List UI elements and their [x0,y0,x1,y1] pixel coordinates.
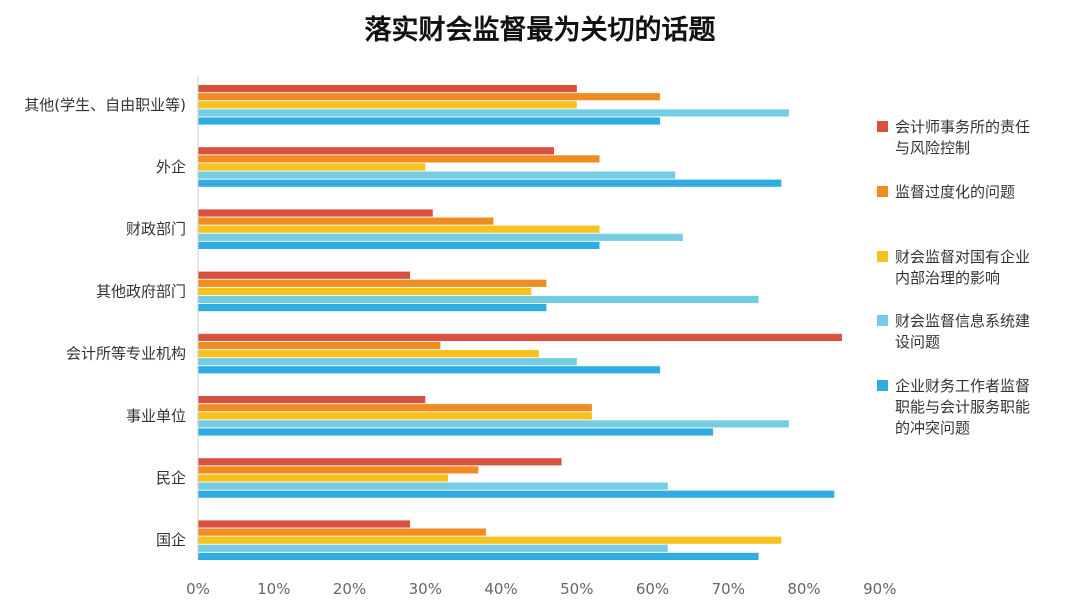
bar-s3-c5 [198,420,789,428]
bar-s1-c6 [198,466,479,474]
category-label: 会计所等专业机构 [66,345,186,363]
legend-swatch [877,315,888,326]
x-tick-label: 30% [409,580,442,598]
bar-s3-c7 [198,544,668,552]
legend-label: 财会监督对国有企业 [895,248,1030,266]
bar-s1-c4 [198,341,441,350]
x-tick-label: 10% [257,580,290,598]
legend-label: 职能与会计服务职能 [895,398,1030,416]
x-tick-label: 20% [333,580,366,598]
bar-s2-c1 [198,163,426,171]
legend-label: 的冲突问题 [895,419,970,437]
bar-s0-c3 [198,271,411,279]
bar-s0-c5 [198,396,426,404]
bar-s4-c5 [198,428,714,436]
legend-swatch [877,121,888,132]
bar-s3-c1 [198,171,676,179]
bar-s1-c5 [198,404,592,412]
bar-s0-c7 [198,520,411,528]
legend: 会计师事务所的责任与风险控制监督过度化的问题财会监督对国有企业内部治理的影响财会… [877,118,1030,437]
bar-s0-c6 [198,458,562,466]
legend-label: 企业财务工作者监督 [895,377,1030,395]
bar-s4-c3 [198,304,547,312]
x-tick-labels: 0% 10% 20% 30% 40% 50% 60% 70% 80% 90% [186,580,896,598]
bar-s2-c0 [198,101,577,109]
bar-s0-c0 [198,85,577,93]
bar-s4-c7 [198,552,759,560]
bar-s2-c2 [198,225,600,233]
bar-s2-c3 [198,287,532,295]
legend-swatch [877,251,888,262]
bar-s4-c6 [198,490,835,498]
x-tick-label: 60% [636,580,669,598]
category-label: 国企 [156,531,186,549]
x-tick-label: 90% [863,580,896,598]
legend-swatch [877,186,888,197]
bar-s0-c2 [198,209,433,217]
legend-swatch [877,380,888,391]
x-tick-label: 80% [787,580,820,598]
category-label: 财政部门 [126,220,186,238]
bar-s1-c1 [198,155,600,163]
bar-s1-c0 [198,93,661,101]
legend-label: 监督过度化的问题 [895,183,1015,201]
category-label: 民企 [156,469,186,487]
bar-s3-c6 [198,482,668,490]
bar-s2-c6 [198,474,448,482]
category-label: 外企 [156,158,186,176]
x-tick-label: 50% [560,580,593,598]
x-tick-label: 0% [186,580,210,598]
bar-s2-c5 [198,412,592,420]
bar-s4-c1 [198,179,782,187]
bar-s1-c3 [198,279,547,287]
legend-label: 设问题 [895,333,940,351]
bar-s4-c0 [198,117,661,125]
category-label: 其他政府部门 [96,282,186,300]
legend-label: 内部治理的影响 [895,269,1000,287]
bar-s3-c2 [198,233,683,241]
bar-s1-c7 [198,528,486,536]
legend-label: 会计师事务所的责任 [895,118,1030,136]
bar-s2-c4 [198,350,539,358]
bar-s3-c4 [198,358,577,366]
x-tick-label: 40% [484,580,517,598]
bar-s0-c1 [198,147,554,155]
category-label: 其他(学生、自由职业等) [24,96,186,114]
bar-s1-c2 [198,217,494,225]
category-label: 事业单位 [126,407,186,425]
bars-group [198,85,842,560]
bar-s0-c4 [198,333,842,341]
x-tick-label: 70% [712,580,745,598]
bar-s3-c0 [198,109,789,117]
bar-s2-c7 [198,536,782,544]
bar-s4-c4 [198,366,661,374]
legend-label: 财会监督信息系统建 [895,312,1030,330]
chart-title: 落实财会监督最为关切的话题 [365,14,716,46]
legend-label: 与风险控制 [895,139,970,157]
bar-s3-c3 [198,295,759,304]
bar-s4-c2 [198,241,600,249]
